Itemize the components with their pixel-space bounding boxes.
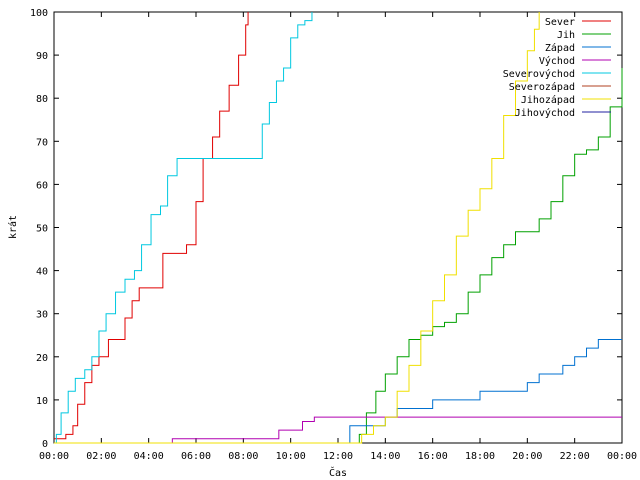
x-axis-label: Čas <box>329 466 347 479</box>
x-tick-label: 08:00 <box>228 451 258 462</box>
x-tick-label: 00:00 <box>607 451 637 462</box>
legend-label: Jihovýchod <box>515 107 575 119</box>
x-tick-label: 22:00 <box>560 451 590 462</box>
x-tick-label: 12:00 <box>323 451 353 462</box>
y-axis: 0 10 20 30 40 50 60 70 80 90 100 <box>30 8 622 450</box>
legend-label: Severozápad <box>509 81 575 93</box>
series-line-6 <box>54 12 540 444</box>
x-tick-label: 02:00 <box>86 451 116 462</box>
x-tick-label: 04:00 <box>134 451 164 462</box>
x-tick-label: 10:00 <box>276 451 306 462</box>
y-tick-label: 80 <box>36 94 48 105</box>
y-tick-label: 100 <box>30 8 48 19</box>
y-tick-label: 90 <box>36 51 48 62</box>
series-line-0 <box>54 12 249 440</box>
y-tick-label: 10 <box>36 396 48 407</box>
series-layer <box>54 12 623 444</box>
x-tick-label: 18:00 <box>465 451 495 462</box>
y-tick-label: 30 <box>36 310 48 321</box>
y-tick-label: 20 <box>36 353 48 364</box>
legend-label: Sever <box>545 17 575 28</box>
legend-label: Jih <box>557 30 575 41</box>
y-tick-label: 0 <box>42 439 48 450</box>
x-tick-label: 00:00 <box>39 451 69 462</box>
legend-label: Východ <box>539 55 575 67</box>
legend-label: Jihozápad <box>521 94 575 106</box>
x-tick-label: 14:00 <box>370 451 400 462</box>
legend-label: Západ <box>545 42 575 54</box>
x-tick-label: 20:00 <box>512 451 542 462</box>
y-tick-label: 70 <box>36 137 48 148</box>
x-tick-label: 16:00 <box>418 451 448 462</box>
series-line-3 <box>54 416 622 444</box>
x-tick-label: 06:00 <box>181 451 211 462</box>
y-axis-label: krát <box>7 215 19 239</box>
series-line-2 <box>54 339 622 444</box>
x-axis: 00:00 02:00 04:00 06:00 08:00 10:00 12:00 14:00… <box>39 12 637 462</box>
y-tick-label: 50 <box>36 224 48 235</box>
y-tick-label: 60 <box>36 180 48 191</box>
y-tick-label: 40 <box>36 267 48 278</box>
legend-label: Severovýchod <box>503 68 575 80</box>
series-line-1 <box>54 68 623 444</box>
series-line-4 <box>54 12 313 444</box>
legend: Sever JihZápadVýchodSeverovýchodSeverozáp… <box>503 17 611 119</box>
